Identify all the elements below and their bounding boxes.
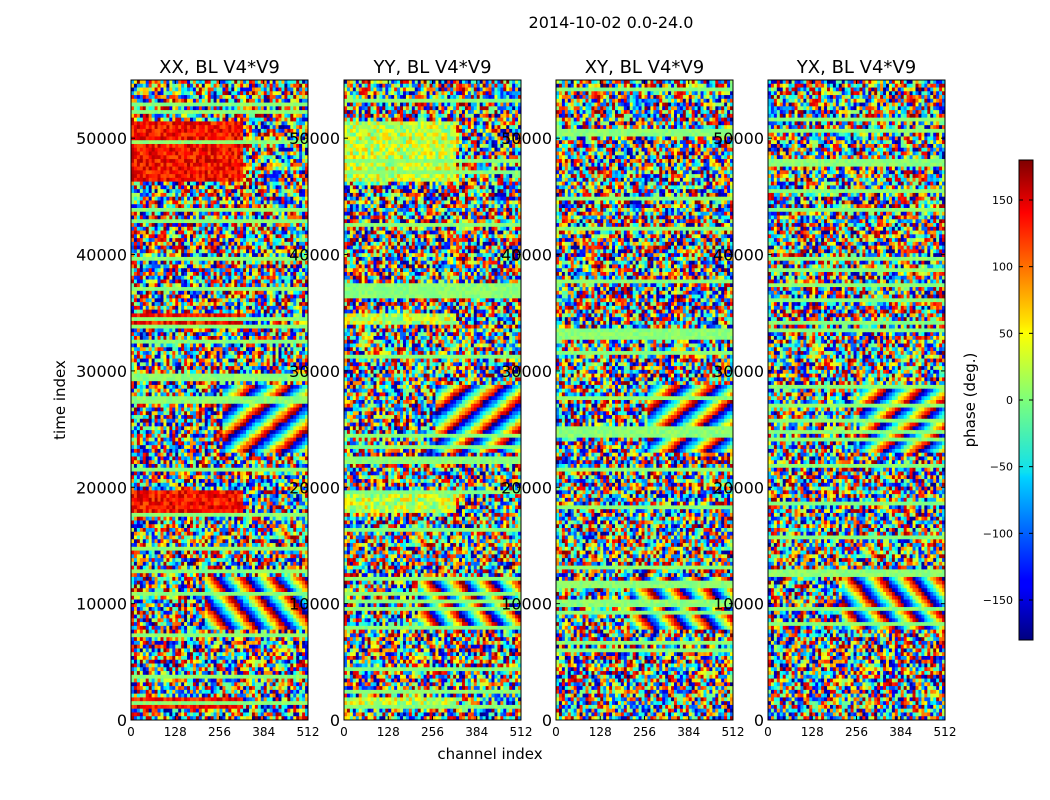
colorbar-label: phase (deg.)	[961, 353, 979, 448]
y-tick-label: 0	[754, 711, 764, 730]
y-tick-label: 0	[542, 711, 552, 730]
x-tick-label: 128	[377, 725, 400, 739]
x-tick-label: 128	[589, 725, 612, 739]
colorbar-tick-label: −100	[983, 527, 1013, 540]
phase-heatmap-image	[768, 80, 945, 720]
y-tick-label: 20000	[289, 478, 340, 497]
y-tick-label: 50000	[289, 129, 340, 148]
y-tick-label: 10000	[76, 595, 127, 614]
x-tick-label: 0	[340, 725, 348, 739]
x-tick-label: 256	[208, 725, 231, 739]
phase-heatmap-image	[131, 80, 308, 720]
x-tick-label: 256	[633, 725, 656, 739]
x-tick-label: 0	[552, 725, 560, 739]
y-tick-label: 40000	[76, 246, 127, 265]
x-tick-label: 384	[677, 725, 700, 739]
y-tick-label: 20000	[713, 478, 764, 497]
y-tick-label: 50000	[713, 129, 764, 148]
y-tick-label: 50000	[76, 129, 127, 148]
y-tick-label: 20000	[501, 478, 552, 497]
y-tick-label: 10000	[289, 595, 340, 614]
panel-title: XX, BL V4*V9	[159, 57, 280, 78]
y-tick-label: 30000	[289, 362, 340, 381]
y-tick-label: 30000	[76, 362, 127, 381]
x-axis-label: channel index	[437, 745, 542, 763]
panel-yx: YX, BL V4*V9 0 128 256 384 512 0 10000 20000 3000…	[713, 57, 956, 739]
y-tick-label: 30000	[501, 362, 552, 381]
figure-suptitle: 2014-10-02 0.0-24.0	[529, 13, 694, 32]
x-tick-label: 512	[722, 725, 745, 739]
x-tick-label: 512	[510, 725, 533, 739]
y-tick-label: 20000	[76, 478, 127, 497]
colorbar-tick-label: 150	[992, 194, 1013, 207]
y-tick-label: 40000	[501, 246, 552, 265]
colorbar-tick-label: 0	[1006, 394, 1013, 407]
panel-title: XY, BL V4*V9	[585, 57, 704, 78]
x-tick-label: 384	[252, 725, 275, 739]
colorbar-tick-label: −150	[983, 594, 1013, 607]
x-tick-label: 512	[297, 725, 320, 739]
x-tick-label: 512	[934, 725, 957, 739]
x-tick-label: 256	[421, 725, 444, 739]
y-tick-label: 40000	[713, 246, 764, 265]
y-axis-label: time index	[51, 360, 69, 440]
y-tick-label: 10000	[713, 595, 764, 614]
x-tick-label: 256	[845, 725, 868, 739]
x-tick-label: 384	[889, 725, 912, 739]
y-tick-label: 0	[330, 711, 340, 730]
x-tick-label: 128	[164, 725, 187, 739]
y-tick-label: 10000	[501, 595, 552, 614]
y-tick-label: 0	[117, 711, 127, 730]
y-tick-label: 50000	[501, 129, 552, 148]
colorbar-ticks: −150 −100 −50 0 50 100 150	[983, 194, 1033, 607]
colorbar-tick-label: 100	[992, 261, 1013, 274]
phase-heatmap-image	[344, 80, 521, 720]
panel-xx: XX, BL V4*V9 0 128 256 384 512 0 10000 20000 3000…	[76, 57, 319, 739]
colorbar: −150 −100 −50 0 50 100 150 phase (deg.)	[961, 159, 1034, 641]
panel-yy: YY, BL V4*V9 0 128 256 384 512 0 10000 20000 3000…	[289, 57, 532, 739]
panel-title: YX, BL V4*V9	[796, 57, 916, 78]
x-tick-label: 0	[764, 725, 772, 739]
panels-group: XX, BL V4*V9 0 128 256 384 512 0 10000 20000 3000…	[76, 57, 956, 739]
colorbar-tick-label: −50	[990, 461, 1013, 474]
x-tick-label: 0	[127, 725, 135, 739]
y-tick-label: 30000	[713, 362, 764, 381]
x-tick-label: 384	[465, 725, 488, 739]
panel-xy: XY, BL V4*V9 0 128 256 384 512 0 10000 20000 3000…	[501, 57, 744, 739]
x-tick-label: 128	[801, 725, 824, 739]
y-tick-label: 40000	[289, 246, 340, 265]
colorbar-tick-label: 50	[999, 327, 1013, 340]
panel-title: YY, BL V4*V9	[372, 57, 491, 78]
phase-heatmap-image	[556, 80, 733, 720]
